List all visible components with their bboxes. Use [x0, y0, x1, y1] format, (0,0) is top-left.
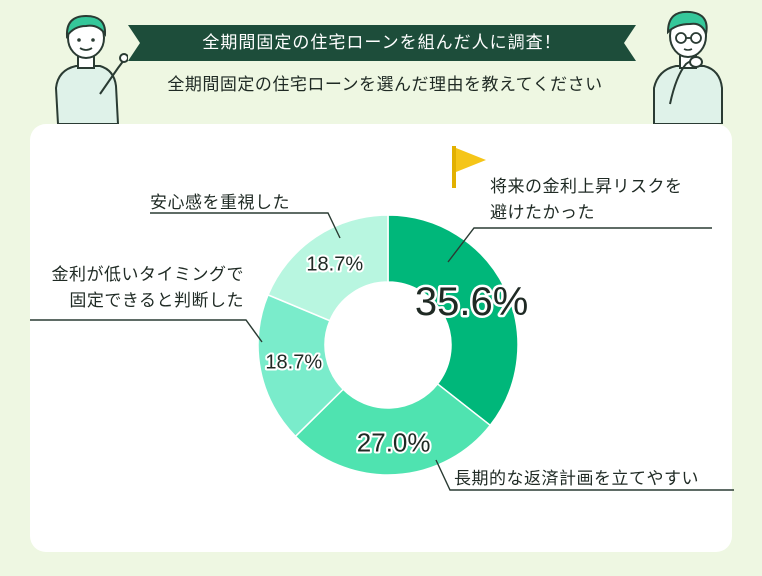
value-label-3: 18.7% — [265, 352, 322, 374]
donut-slice-4 — [267, 214, 389, 322]
leader-line-1 — [447, 227, 712, 263]
category-label-3: 金利が低いタイミングで 固定できると判断した — [51, 265, 244, 311]
donut-slice-1 — [387, 214, 519, 427]
value-label-2: 27.0% — [357, 428, 431, 458]
pointing-person-icon — [54, 14, 128, 124]
question-text: 全期間固定の住宅ローンを選んだ理由を教えてください — [167, 75, 603, 95]
category-label-4: 安心感を重視した — [150, 193, 290, 213]
leader-line-3 — [30, 319, 263, 343]
chart-card — [30, 124, 732, 552]
donut-slice-3 — [257, 293, 345, 438]
donut-slice-2 — [294, 382, 492, 476]
leader-line-4 — [150, 212, 341, 239]
banner-title: 全期間固定の住宅ローンを組んだ人に調査！ — [202, 33, 562, 53]
leader-line-2 — [435, 459, 734, 491]
value-label-4: 18.7% — [306, 253, 363, 275]
category-label-1: 将来の金利上昇リスクを 避けたかった — [490, 177, 683, 223]
flag-icon — [452, 146, 486, 188]
title-banner — [128, 25, 636, 61]
thinking-person-icon — [653, 10, 723, 124]
value-label-1: 35.6% — [415, 280, 528, 324]
category-label-2: 長期的な返済計画を立てやすい — [454, 469, 699, 489]
